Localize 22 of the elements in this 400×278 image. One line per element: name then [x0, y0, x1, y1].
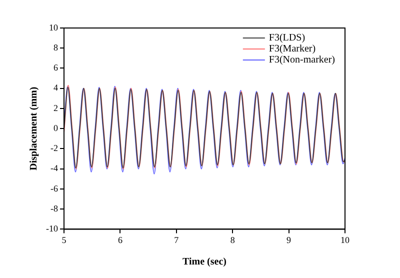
y-tick-label: 8 [53, 42, 58, 52]
y-tick-label: 6 [53, 62, 58, 73]
y-tick-label: -4 [50, 163, 58, 174]
x-tick-label: 5 [62, 234, 67, 245]
x-axis-title: Time (sec) [182, 256, 226, 268]
y-axis-title: Displacement (mm) [28, 86, 40, 170]
y-tick-label: 0 [53, 122, 58, 133]
x-tick-label: 6 [118, 234, 123, 245]
legend-label: F3(Marker) [268, 44, 316, 55]
y-tick-label: 4 [53, 82, 58, 93]
x-tick-label: 9 [286, 234, 292, 245]
x-tick-label: 8 [230, 234, 236, 245]
y-tick-label: -10 [46, 224, 58, 234]
y-tick-label: -2 [50, 143, 58, 154]
legend-label: F3(LDS) [268, 32, 306, 44]
x-tick-label: 10 [340, 234, 350, 245]
y-tick-label: 10 [48, 22, 58, 32]
y-tick-label: -8 [50, 203, 58, 214]
y-tick-label: 2 [53, 102, 58, 113]
y-tick-label: -6 [50, 183, 58, 194]
legend-label: F3(Non-marker) [268, 54, 336, 66]
x-tick-label: 7 [174, 234, 180, 245]
